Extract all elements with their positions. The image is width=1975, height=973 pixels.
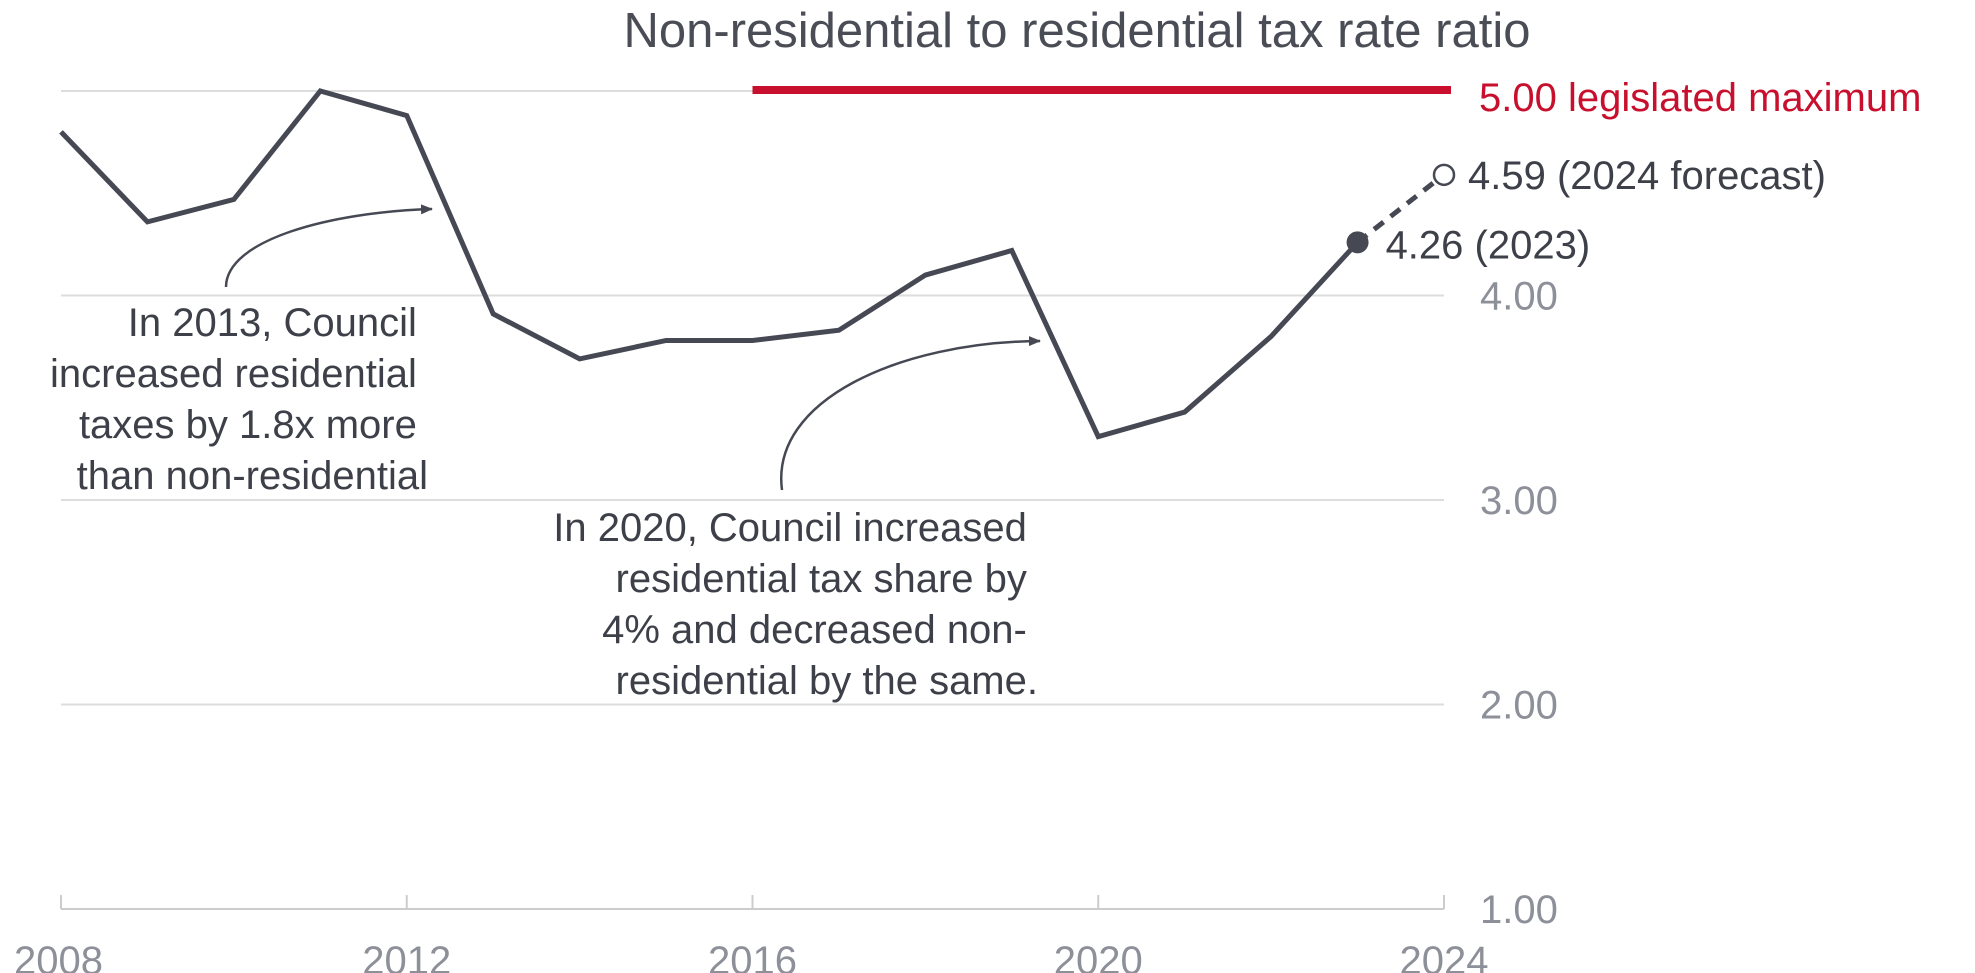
x-tick-label: 2024: [1400, 939, 1489, 973]
point-labels: 4.59 (2024 forecast) 4.26 (2023): [1346, 154, 1826, 267]
x-tick-label: 2008: [14, 939, 103, 973]
annotation-2013-arrow: [224, 204, 433, 288]
annotation-2020-arrow: [780, 336, 1041, 491]
x-axis-labels: 2008 2012 2016 2020 2024: [14, 939, 1488, 973]
annotation-2020: In 2020, Council increased residential t…: [553, 336, 1041, 703]
x-tick-label: 2020: [1054, 939, 1143, 973]
x-axis: [60, 895, 1445, 910]
annotation-2020-line: 4% and decreased non-: [602, 608, 1027, 652]
annotation-2020-text: In 2020, Council increased residential t…: [553, 506, 1038, 703]
value-2023-marker: [1346, 231, 1369, 254]
annotation-2020-line: residential tax share by: [616, 557, 1027, 601]
ratio-series: [59, 88, 1438, 440]
y-tick-label: 2.00: [1480, 684, 1558, 728]
annotation-2013-line: increased residential: [50, 352, 417, 396]
annotation-2013: In 2013, Council increased residential t…: [50, 204, 433, 498]
annotation-2013-line: taxes by 1.8x more: [79, 403, 417, 447]
forecast-2024-marker: [1432, 163, 1456, 187]
annotation-2013-line: than non-residential: [77, 454, 428, 498]
forecast-line: [1356, 178, 1438, 245]
y-tick-label: 3.00: [1480, 479, 1558, 523]
value-2023-label: 4.26 (2023): [1386, 223, 1591, 267]
y-tick-label: 4.00: [1480, 275, 1558, 319]
y-tick-label: 1.00: [1480, 888, 1558, 932]
legislated-maximum-label: 5.00 legislated maximum: [1479, 76, 1921, 120]
annotation-2013-line: In 2013, Council: [128, 301, 417, 345]
annotation-2020-line: In 2020, Council increased: [553, 506, 1027, 550]
annotation-2020-line: residential by the same.: [616, 659, 1038, 703]
y-axis: 1.00 2.00 3.00 4.00: [1480, 275, 1558, 933]
forecast-2024-label: 4.59 (2024 forecast): [1468, 154, 1826, 198]
x-tick-label: 2012: [362, 939, 451, 973]
annotation-2013-text: In 2013, Council increased residential t…: [50, 301, 428, 498]
x-tick-label: 2016: [708, 939, 797, 973]
chart-title: Non-residential to residential tax rate …: [624, 4, 1531, 58]
reference-line-group: 5.00 legislated maximum: [752, 76, 1921, 120]
ratio-series-line: [59, 88, 1360, 440]
